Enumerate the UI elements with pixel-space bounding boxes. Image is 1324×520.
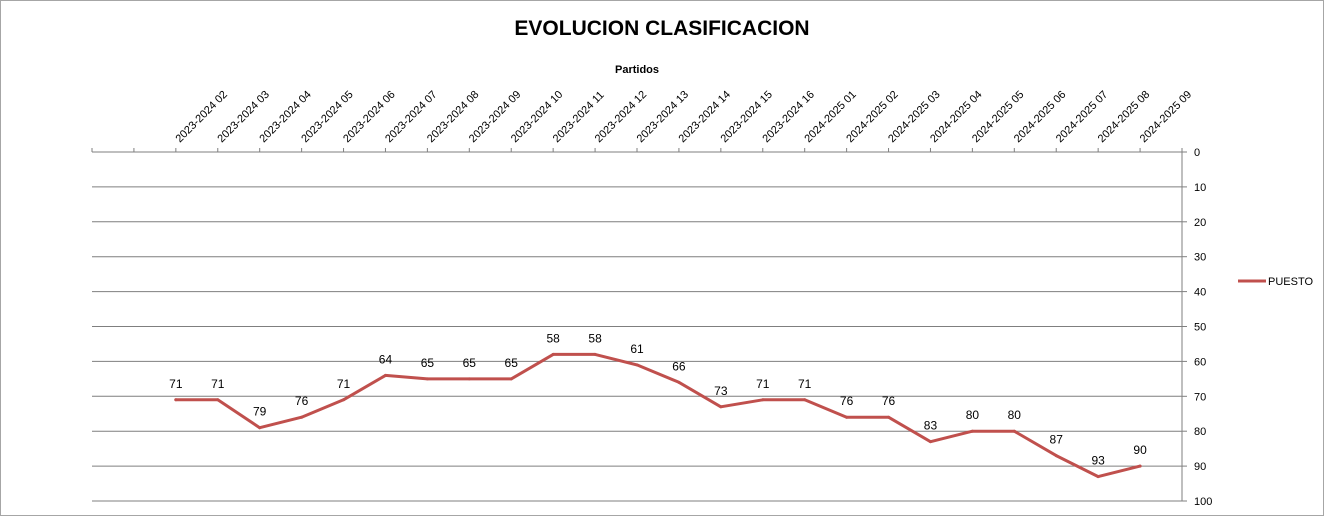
y-tick-label: 40	[1194, 287, 1206, 299]
data-label: 76	[882, 394, 896, 408]
series-group	[174, 352, 1142, 479]
data-label: 66	[672, 359, 686, 373]
data-label: 71	[756, 377, 770, 391]
data-point	[887, 415, 891, 419]
data-label: 71	[169, 377, 183, 391]
data-point	[383, 373, 387, 377]
data-point	[551, 352, 555, 356]
y-tick-label: 70	[1194, 391, 1206, 403]
y-tick-label: 30	[1194, 252, 1206, 264]
data-label: 76	[840, 394, 854, 408]
data-point	[677, 380, 681, 384]
data-label: 58	[588, 331, 602, 345]
data-point	[719, 405, 723, 409]
data-point	[1096, 475, 1100, 479]
axes	[91, 148, 1187, 502]
data-label: 80	[1008, 408, 1022, 422]
data-labels: 71 71 79 76 71 64 65 65 65 58 58 61 66 73 71 71 76 76 83 80…	[169, 331, 1147, 467]
y-tick-label: 90	[1194, 461, 1206, 473]
data-label: 71	[211, 377, 225, 391]
data-label: 65	[463, 356, 477, 370]
data-label: 65	[421, 356, 435, 370]
data-point	[970, 429, 974, 433]
data-point	[1054, 454, 1058, 458]
data-label: 71	[337, 377, 351, 391]
y-tick-label: 10	[1194, 182, 1206, 194]
data-label: 58	[546, 331, 560, 345]
data-point	[258, 426, 262, 430]
data-label: 83	[924, 419, 938, 433]
y-tick-label: 20	[1194, 217, 1206, 229]
y-tick-label: 0	[1194, 147, 1200, 159]
data-point	[174, 398, 178, 402]
y-tick-label: 50	[1194, 322, 1206, 334]
data-point	[425, 377, 429, 381]
legend-label: PUESTO	[1268, 276, 1313, 288]
data-point	[300, 415, 304, 419]
data-label: 80	[966, 408, 980, 422]
data-point	[635, 363, 639, 367]
data-point	[467, 377, 471, 381]
data-label: 73	[714, 384, 728, 398]
y-tick-label: 100	[1194, 496, 1212, 508]
data-point	[342, 398, 346, 402]
data-label: 87	[1050, 433, 1064, 447]
data-point	[761, 398, 765, 402]
data-point	[1138, 464, 1142, 468]
data-point	[928, 440, 932, 444]
data-label: 71	[798, 377, 812, 391]
data-label: 61	[630, 342, 644, 356]
data-label: 90	[1133, 443, 1147, 457]
x-axis-title: Partidos	[615, 64, 659, 76]
data-label: 65	[505, 356, 519, 370]
data-label: 93	[1091, 454, 1105, 468]
gridlines	[92, 151, 1182, 502]
data-label: 76	[295, 394, 309, 408]
data-point	[216, 398, 220, 402]
data-point	[1012, 429, 1016, 433]
y-tick-label: 80	[1194, 426, 1206, 438]
data-label: 79	[253, 405, 267, 419]
data-label: 64	[379, 352, 393, 366]
series-line-puesto	[174, 352, 1142, 479]
chart-title: EVOLUCION CLASIFICACION	[514, 17, 809, 40]
data-point	[509, 377, 513, 381]
y-tick-label: 60	[1194, 356, 1206, 368]
data-point	[593, 352, 597, 356]
data-point	[803, 398, 807, 402]
legend: PUESTO	[1238, 276, 1313, 288]
y-tick-labels: 0 10 20 30 40 50 60 70 80 90 100	[1194, 147, 1212, 508]
data-point	[845, 415, 849, 419]
